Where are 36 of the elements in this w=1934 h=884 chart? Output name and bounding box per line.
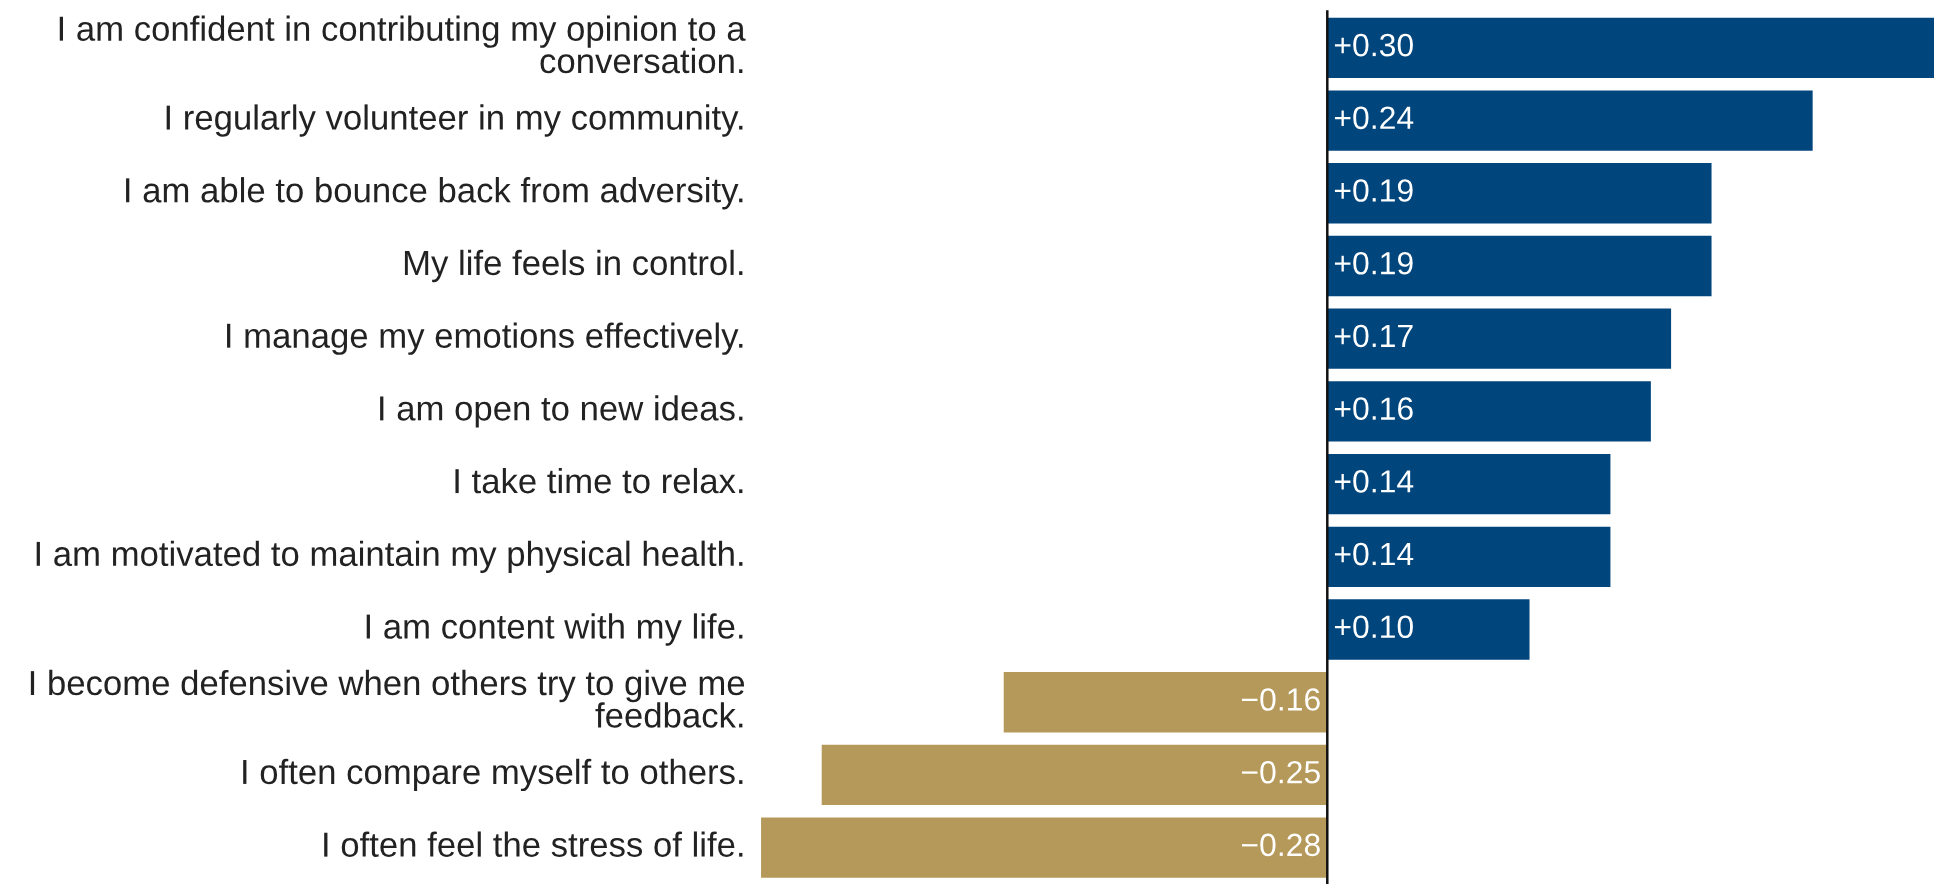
data-label: +0.24 xyxy=(1334,106,1414,130)
data-label: −0.25 xyxy=(1241,760,1320,784)
data-label: +0.19 xyxy=(1334,251,1413,275)
y-tick-label: I am able to bounce back from adversity. xyxy=(126,177,743,210)
data-label: +0.30 xyxy=(1334,33,1413,57)
data-label: +0.10 xyxy=(1334,615,1413,639)
y-tick-label: I regularly volunteer in my community. xyxy=(166,104,743,137)
data-label: −0.28 xyxy=(1241,833,1320,857)
data-label: +0.17 xyxy=(1334,324,1413,348)
y-tick-label: I often compare myself to others. xyxy=(243,758,743,792)
bar xyxy=(1327,90,1813,151)
bar xyxy=(1327,381,1651,442)
bar xyxy=(1327,17,1934,79)
y-tick-label: I am open to new ideas. xyxy=(380,395,743,428)
y-tick-label: I am motivated to maintain my physical health. xyxy=(36,540,743,573)
bar xyxy=(821,744,1328,806)
y-tick-label: I become defensive when others try to give me feedback. xyxy=(30,669,745,728)
y-tick-label: I manage my emotions effectively. xyxy=(227,322,743,355)
bar xyxy=(1327,308,1672,369)
bar xyxy=(1003,672,1328,733)
bar xyxy=(1327,235,1712,297)
data-label: +0.19 xyxy=(1334,179,1413,202)
bar xyxy=(761,817,1328,878)
bar xyxy=(1327,599,1530,660)
data-label: −0.16 xyxy=(1241,688,1320,711)
y-tick-label: I am confident in contributing my opinion to a conversation. xyxy=(59,15,746,74)
data-label: +0.14 xyxy=(1334,470,1414,493)
data-label: +0.14 xyxy=(1334,542,1414,566)
data-label: +0.16 xyxy=(1334,397,1413,420)
bar xyxy=(1327,526,1611,587)
bar xyxy=(1327,453,1611,515)
y-tick-label: I often feel the stress of life. xyxy=(324,831,743,857)
bar xyxy=(1327,163,1712,224)
y-tick-label: I take time to relax. xyxy=(455,467,743,494)
y-tick-label: My life feels in control. xyxy=(404,249,743,283)
y-tick-label: I am content with my life. xyxy=(366,613,743,646)
